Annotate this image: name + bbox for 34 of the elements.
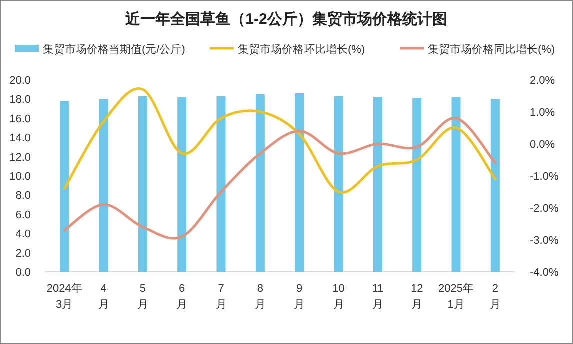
x-tick-label: 4 月 xyxy=(98,283,110,311)
y-tick-label: 16.0 xyxy=(10,113,31,126)
y-tick-label: 6.0 xyxy=(16,209,31,222)
y2-tick-label: -2.0% xyxy=(530,203,559,215)
y-tick-label: 0.0 xyxy=(16,267,31,279)
legend-label: 集贸市场价格当期值(元/公斤) xyxy=(43,43,186,56)
y-tick-label: 18.0 xyxy=(10,94,31,106)
y2-tick-label: 1.0% xyxy=(530,107,556,119)
y-tick-label: 20.0 xyxy=(10,75,31,87)
legend-label: 集贸市场价格同比增长(%) xyxy=(428,43,556,56)
y-tick-label: 4.0 xyxy=(16,228,31,241)
x-tick-label: 8 月 xyxy=(254,283,266,311)
y2-tick-label: -1.0% xyxy=(530,171,559,183)
y-tick-label: 10.0 xyxy=(10,171,31,183)
y2-tick-label: 0.0% xyxy=(530,139,556,151)
y-tick-label: 8.0 xyxy=(16,190,31,202)
x-tick-label: 2 月 xyxy=(490,283,501,311)
x-tick-label: 2025年 1月 xyxy=(438,283,474,311)
x-tick-label: 5 月 xyxy=(137,283,148,311)
y-tick-label: 12.0 xyxy=(10,152,31,164)
x-tick-label: 11 月 xyxy=(372,283,384,311)
x-tick-label: 9 月 xyxy=(294,283,306,311)
x-tick-label: 10 月 xyxy=(332,283,345,311)
legend-label: 集贸市场价格环比增长(%) xyxy=(238,43,366,56)
y2-tick-label: -4.0% xyxy=(530,267,559,279)
x-tick-label: 12 月 xyxy=(410,283,424,311)
y2-tick-label: -3.0% xyxy=(530,235,559,247)
x-tick-label: 7 月 xyxy=(216,283,227,311)
y-tick-label: 2.0 xyxy=(16,248,31,260)
x-tick-label: 2024年 3月 xyxy=(46,283,82,311)
y-tick-label: 14.0 xyxy=(10,132,31,145)
x-tick-label: 6 月 xyxy=(176,283,188,311)
y2-tick-label: 2.0% xyxy=(530,75,556,87)
chart-title: 近一年全国草鱼（1-2公斤）集贸市场价格统计图 xyxy=(124,10,448,28)
